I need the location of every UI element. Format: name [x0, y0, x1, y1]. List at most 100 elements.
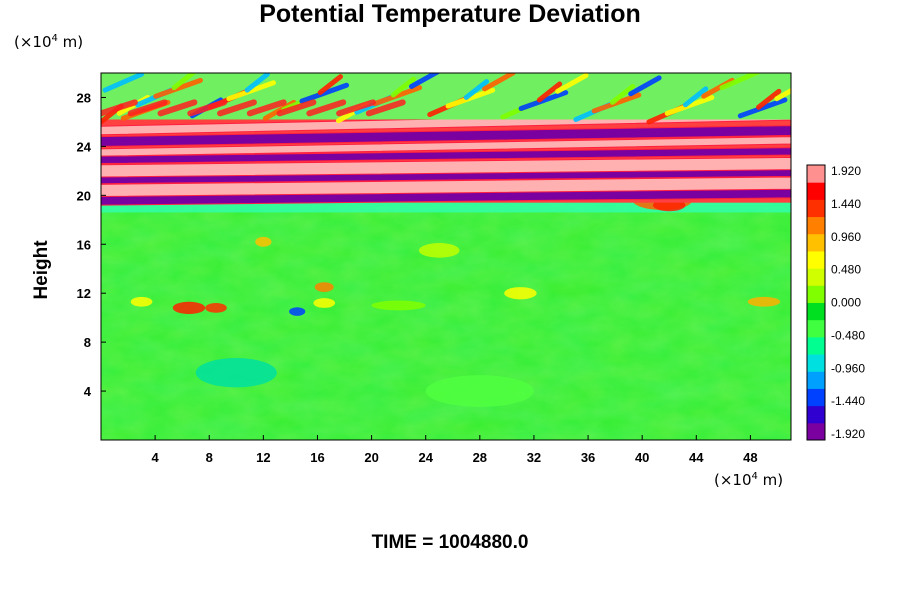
wave-crest: [317, 74, 343, 96]
colorbar-tick-label: -1.920: [831, 427, 865, 441]
wave-crest: [628, 75, 662, 97]
field-feature: [425, 375, 534, 407]
wave-crest: [102, 73, 145, 93]
x-tick-label: 24: [418, 450, 433, 465]
wave-crest: [536, 81, 563, 103]
x-tick-label: 8: [206, 450, 213, 465]
field-feature: [195, 358, 277, 388]
y-tick-label: 12: [77, 286, 91, 301]
field-feature: [289, 307, 306, 316]
x-tick-label: 16: [310, 450, 324, 465]
x-tick-label: 48: [743, 450, 757, 465]
wave-crest: [171, 73, 197, 91]
colorbar-swatch: [807, 336, 825, 355]
colorbar-swatch: [807, 371, 825, 389]
y-axis-unit: (×104 m): [14, 33, 84, 51]
x-tick-label: 44: [689, 450, 704, 465]
wave-crest: [482, 73, 516, 92]
colorbar: 1.920 1.440 0.960 0.480 0.000 -0.480 -0.960 -1.…: [806, 164, 865, 441]
colorbar-swatch: [807, 165, 825, 183]
wave-crest: [226, 80, 276, 102]
x-tick-label: 32: [527, 450, 541, 465]
wave-crest: [390, 76, 417, 98]
x-axis-unit: (×104 m): [714, 471, 784, 489]
colorbar-swatch: [807, 268, 825, 286]
colorbar-tick-label: 0.000: [831, 296, 861, 310]
x-tick-label: 28: [473, 450, 487, 465]
wave-crest-red: [217, 99, 257, 117]
field-feature: [130, 296, 153, 307]
field-feature: [172, 301, 206, 314]
colorbar-swatch: [807, 405, 825, 424]
wave-crest-red: [101, 99, 138, 117]
wave-crest: [555, 73, 589, 94]
wave-crest-red: [276, 99, 317, 117]
wave-crest: [591, 92, 642, 114]
y-tick-label: 28: [77, 90, 91, 105]
wave-crest: [445, 87, 496, 109]
wave-crest: [299, 82, 350, 104]
colorbar-swatch: [807, 250, 825, 269]
colorbar-tick-label: -0.960: [831, 361, 865, 375]
y-tick-label: 24: [77, 139, 92, 154]
colorbar-swatch: [807, 216, 825, 235]
y-tick-label: 20: [77, 188, 91, 203]
field-feature: [418, 243, 460, 258]
lower-texture-cyan: [101, 201, 791, 440]
wave-crest: [609, 83, 636, 105]
wave-crest-red: [365, 99, 406, 117]
stratified-band: [101, 156, 791, 178]
field-feature: [313, 298, 336, 308]
colorbar-tick-label: 0.960: [831, 230, 861, 244]
wave-crest: [756, 88, 782, 110]
wave-crest: [372, 85, 423, 107]
wave-crest-red: [187, 99, 228, 117]
colorbar-swatch: [807, 354, 825, 372]
wave-crest: [682, 86, 709, 108]
time-label: TIME = 1004880.0: [371, 532, 529, 553]
colorbar-swatch: [807, 388, 825, 407]
stratified-band: [101, 147, 791, 165]
field-feature: [371, 300, 426, 311]
wave-crest: [719, 73, 761, 91]
colorbar-swatch: [807, 285, 825, 303]
wave-crest: [244, 73, 270, 93]
colorbar-swatch: [807, 182, 825, 200]
colorbar-frame: [806, 164, 826, 441]
field-feature: [255, 236, 272, 247]
wave-crest-red: [246, 99, 287, 117]
heatmap-field: [101, 73, 791, 440]
wave-crest: [153, 77, 203, 99]
y-tick-label: 4: [84, 384, 92, 399]
y-tick-label: 8: [84, 335, 91, 350]
colorbar-tick-label: 1.440: [831, 197, 861, 211]
colorbar-swatch: [807, 199, 825, 218]
colorbar-tick-label: -0.480: [831, 328, 865, 342]
wave-crest: [774, 87, 791, 102]
colorbar-swatch: [807, 422, 825, 441]
colorbar-swatch: [807, 319, 825, 338]
x-axis-ticks: 4 8 12 16 20 24 28 32 36 40 44 48: [152, 435, 758, 465]
x-tick-label: 12: [256, 450, 270, 465]
stratified-band: [101, 176, 791, 198]
chart-title: Potential Temperature Deviation: [259, 0, 641, 28]
upper-wave-background: [101, 73, 791, 120]
field-feature: [314, 282, 334, 292]
wave-crest-red: [157, 99, 198, 117]
colorbar-tick-label: 1.920: [831, 164, 861, 178]
plot-frame: [100, 72, 792, 441]
wave-crest-red: [127, 99, 168, 117]
colorbar-tick-label: 0.480: [831, 263, 861, 277]
y-axis-ticks: 4 8 12 16 20 24 28: [77, 90, 106, 399]
wave-crest-red: [306, 99, 347, 117]
wave-crest: [737, 97, 788, 119]
wave-crest: [463, 79, 490, 100]
x-tick-label: 4: [152, 450, 160, 465]
field-feature: [504, 287, 537, 300]
wave-crest-red: [336, 99, 376, 117]
colorbar-swatch: [807, 302, 825, 321]
stratified-band: [101, 125, 791, 147]
x-tick-label: 20: [364, 450, 378, 465]
wave-crest: [664, 94, 715, 116]
